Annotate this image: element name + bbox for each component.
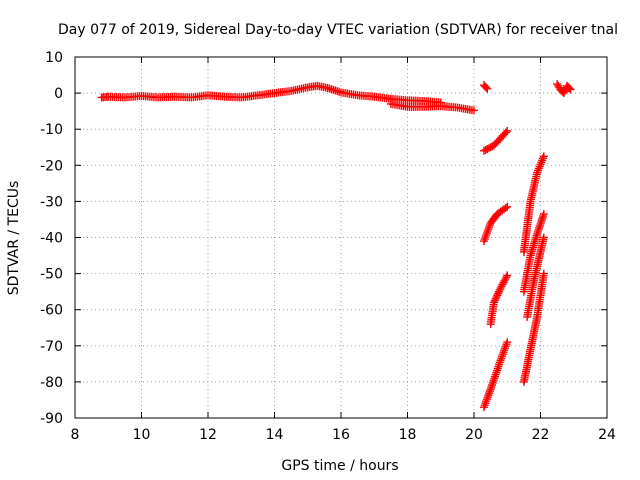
series-blip-20h (479, 81, 492, 93)
data-point-marker (566, 85, 575, 94)
series-arc-f (519, 210, 548, 296)
data-point-marker (539, 152, 548, 161)
data-point-marker (539, 269, 548, 278)
data-point-marker (494, 289, 503, 298)
y-tick-label: 10 (45, 50, 63, 66)
data-point-marker (503, 271, 512, 280)
data-point-marker (495, 285, 504, 294)
data-point-marker (482, 83, 491, 92)
series-arc-h (519, 269, 548, 386)
series-arc-e (519, 152, 548, 256)
y-tick-label: -10 (40, 122, 63, 138)
data-point-marker (559, 89, 568, 98)
series-cluster-22h (553, 80, 575, 98)
x-tick-label: 14 (266, 427, 284, 443)
data-layer (97, 80, 575, 412)
series-arc-d (479, 338, 512, 412)
x-tick-label: 22 (532, 427, 550, 443)
data-point-marker (490, 296, 499, 305)
y-tick-label: -50 (40, 267, 63, 283)
chart-title: Day 077 of 2019, Sidereal Day-to-day VTE… (58, 22, 618, 38)
series-arc-b (479, 202, 512, 246)
x-tick-label: 20 (465, 427, 483, 443)
data-point-marker (501, 275, 510, 284)
y-axis-label: SDTVAR / TECUs (6, 181, 22, 296)
series-trace-lower (386, 99, 478, 115)
series-arc-a (479, 127, 512, 155)
data-point-marker (560, 87, 569, 96)
data-point-marker (503, 127, 512, 136)
x-tick-label: 8 (71, 427, 80, 443)
data-point-marker (497, 282, 506, 291)
data-point-marker (493, 291, 502, 300)
y-tick-label: -30 (40, 194, 63, 210)
data-point-marker (501, 128, 510, 137)
y-tick-label: -80 (40, 375, 63, 391)
data-point-marker (483, 84, 492, 93)
data-point-marker (498, 280, 507, 289)
series-arc-g (523, 233, 548, 321)
x-tick-label: 16 (332, 427, 350, 443)
x-axis-label: GPS time / hours (281, 458, 398, 474)
y-tick-label: -70 (40, 339, 63, 355)
data-point-marker (500, 276, 509, 285)
y-tick-label: -90 (40, 411, 63, 427)
y-tick-label: -40 (40, 231, 63, 247)
data-point-marker (503, 338, 512, 347)
series-arc-c (486, 271, 512, 329)
series-main-trace (97, 81, 395, 103)
grid-layer (75, 57, 607, 418)
data-point-marker (492, 293, 501, 302)
y-tick-label: -60 (40, 303, 63, 319)
plot-frame (74, 56, 608, 419)
tick-layer: 8 10 12 14 16 18 20 22 24 10 0 -10 -20 -30 -40 -50 -60 -7… (40, 50, 616, 443)
data-point-marker (539, 233, 548, 242)
data-point-marker (491, 294, 500, 303)
data-point-marker (502, 273, 511, 282)
data-point-marker (501, 204, 510, 213)
data-point-marker (503, 202, 512, 211)
data-point-marker (494, 287, 503, 296)
data-point-marker (539, 210, 548, 219)
data-point-marker (470, 106, 478, 115)
data-point-marker (496, 284, 505, 293)
data-point-marker (565, 84, 574, 93)
x-tick-label: 10 (133, 427, 151, 443)
y-tick-label: -20 (40, 158, 63, 174)
data-point-marker (499, 278, 508, 287)
x-tick-label: 24 (598, 427, 616, 443)
data-point-marker (489, 298, 498, 307)
x-tick-label: 18 (399, 427, 417, 443)
y-tick-label: 0 (54, 86, 63, 102)
x-tick-label: 12 (199, 427, 217, 443)
